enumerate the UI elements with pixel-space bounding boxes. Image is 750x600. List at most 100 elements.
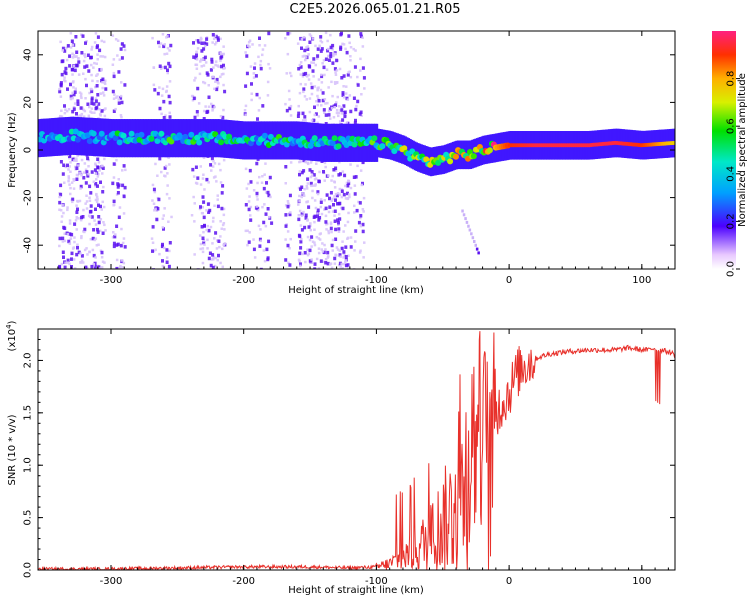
- spectrogram-speckle: [112, 109, 116, 113]
- spectrogram-speckle: [122, 164, 126, 168]
- spectrogram-speckle: [329, 45, 333, 50]
- spectrogram-speckle: [330, 266, 334, 269]
- spectrogram-speckle: [80, 112, 84, 116]
- spectrogram-speckle: [71, 56, 75, 59]
- spectrogram-speckle: [333, 256, 337, 261]
- spectrogram-speckle: [168, 249, 171, 253]
- spectrogram-speckle: [284, 213, 288, 217]
- spectrogram-speckle: [161, 87, 165, 91]
- spectrogram-speckle: [298, 251, 302, 256]
- spectrogram-speckle: [69, 32, 73, 35]
- spectrogram-speckle: [96, 198, 99, 201]
- spectrogram-ridge-core: [391, 148, 398, 155]
- spectrogram-artifact: [473, 240, 476, 243]
- spectrogram-speckle: [212, 176, 216, 179]
- spectrogram-speckle: [310, 174, 314, 177]
- spectrogram-speckle: [217, 239, 221, 243]
- spectrogram-speckle: [220, 191, 224, 195]
- spectrogram-speckle: [219, 181, 223, 184]
- spectrogram-speckle: [122, 44, 126, 48]
- spectrogram-speckle: [63, 181, 66, 184]
- spectrogram-speckle: [361, 222, 365, 227]
- spectrogram-speckle: [93, 261, 97, 266]
- spectrogram-speckle: [268, 175, 272, 180]
- spectrogram-speckle: [326, 256, 330, 259]
- spectrogram-speckle: [255, 92, 259, 97]
- spectrogram-ridge-core: [116, 139, 123, 146]
- spectrogram-speckle: [82, 176, 86, 180]
- spectrogram-speckle: [333, 181, 336, 184]
- spectrogram-speckle: [165, 52, 169, 55]
- spectrogram-speckle: [361, 36, 364, 39]
- spectrogram-speckle: [205, 228, 208, 232]
- spectrogram-speckle: [298, 63, 302, 67]
- spectrogram-speckle: [200, 41, 204, 45]
- spectrogram-speckle: [208, 208, 212, 213]
- spectrogram-speckle: [207, 181, 210, 184]
- spectrogram-speckle: [319, 200, 323, 204]
- spectrogram-speckle: [347, 180, 350, 183]
- spectrogram-ridge-core: [423, 156, 430, 163]
- spectrogram-speckle: [359, 249, 362, 252]
- spectrogram-speckle: [359, 110, 363, 114]
- spectrogram-speckle: [199, 58, 203, 61]
- spectrogram-speckle: [337, 114, 340, 118]
- spectrogram-speckle: [73, 240, 76, 244]
- spectrogram-speckle: [324, 206, 328, 211]
- spectrogram-speckle: [317, 251, 321, 255]
- spectrogram-speckle: [82, 171, 86, 174]
- spectrogram-speckle: [342, 256, 345, 259]
- spectrogram-speckle: [65, 109, 69, 113]
- spectrogram-speckle: [71, 200, 74, 204]
- spectrogram-speckle: [84, 265, 88, 269]
- spectrogram-speckle: [71, 91, 74, 95]
- spectrogram-speckle: [82, 108, 85, 112]
- spectrogram-speckle: [88, 184, 92, 189]
- spectrogram-speckle: [63, 232, 66, 235]
- spectrogram-speckle: [321, 250, 325, 253]
- spectrogram-speckle: [306, 75, 309, 78]
- spectrogram-speckle: [348, 193, 351, 196]
- spectrogram-speckle: [86, 174, 90, 178]
- spectrogram-speckle: [345, 121, 349, 125]
- spectrogram-speckle: [305, 46, 308, 49]
- spectrogram-speckle: [63, 70, 67, 74]
- spectrogram-speckle: [313, 262, 317, 266]
- spectrogram-speckle: [338, 217, 342, 221]
- spectrogram-speckle: [104, 79, 107, 82]
- spectrogram-speckle: [163, 52, 166, 56]
- spectrogram-speckle: [158, 106, 162, 111]
- spectrogram-speckle: [92, 180, 96, 183]
- spectrogram-speckle: [338, 253, 342, 257]
- spectrogram-speckle: [297, 258, 301, 262]
- spectrogram-speckle: [84, 41, 87, 45]
- spectrogram-speckle: [299, 187, 302, 191]
- spectrogram-speckle: [334, 73, 338, 76]
- spectrogram-speckle: [203, 81, 207, 85]
- spectrogram-speckle: [338, 249, 341, 252]
- spectrogram-speckle: [97, 161, 101, 164]
- spectrogram-speckle: [303, 54, 306, 58]
- spectrogram-speckle: [344, 92, 348, 95]
- spectrogram-speckle: [117, 70, 121, 74]
- spectrogram-speckle: [212, 37, 216, 41]
- spectrogram-ridge-core: [371, 135, 378, 142]
- spectrogram-speckle: [257, 109, 261, 112]
- spectrogram-speckle: [76, 174, 80, 177]
- spectrogram-speckle: [316, 87, 319, 90]
- spectrogram-speckle: [98, 169, 101, 172]
- spectrogram-speckle: [119, 264, 122, 268]
- spectrogram-speckle: [249, 180, 253, 184]
- spectrogram-speckle: [217, 82, 220, 85]
- spectrogram-speckle: [76, 102, 80, 106]
- spectrogram-speckle: [338, 67, 342, 71]
- spectrogram-speckle: [299, 65, 303, 69]
- spectrogram-speckle: [59, 209, 63, 212]
- spectrogram-speckle: [345, 50, 349, 55]
- spectrogram-speckle: [315, 235, 319, 239]
- spectrogram-speckle: [256, 208, 260, 212]
- spectrogram-speckle: [265, 181, 268, 185]
- spectrogram-speckle: [166, 184, 169, 187]
- spectrogram-speckle: [90, 87, 93, 91]
- spectrogram-ridge-core: [196, 139, 203, 146]
